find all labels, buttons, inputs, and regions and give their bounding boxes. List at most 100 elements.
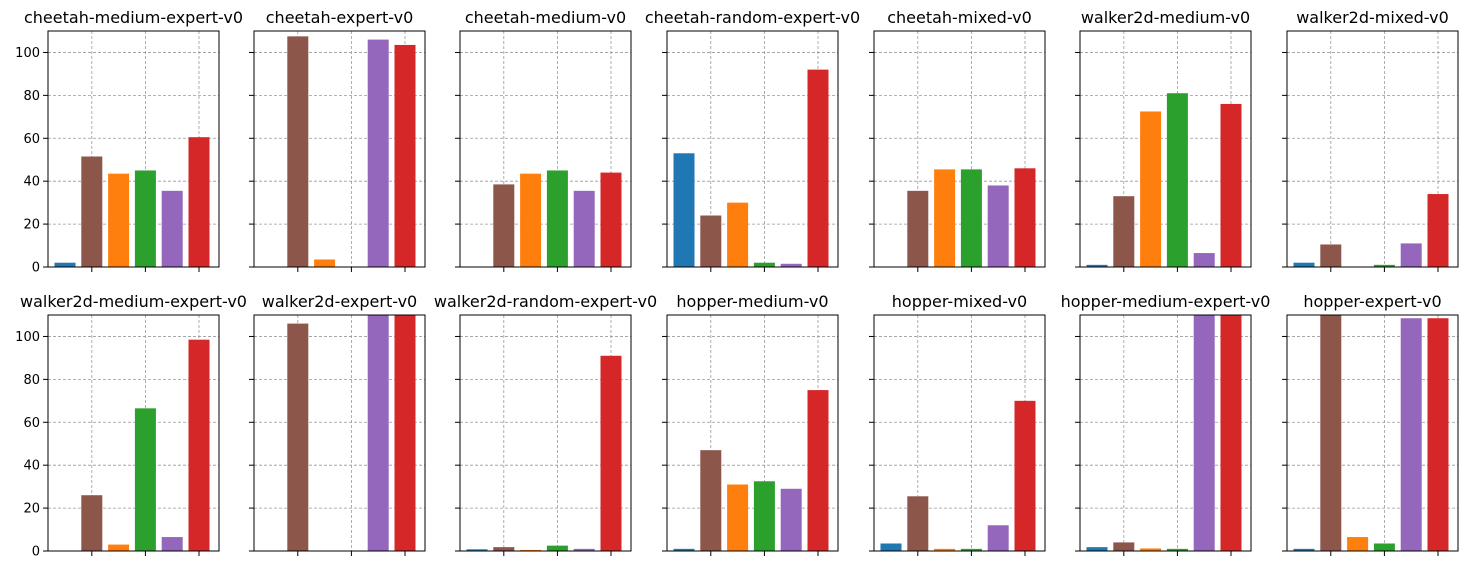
y-tick-label: 100 — [15, 330, 40, 345]
chart-panel: walker2d-mixed-v0 — [1282, 8, 1459, 272]
bar — [907, 190, 929, 267]
bar — [161, 190, 183, 267]
bar — [987, 185, 1009, 267]
bar — [1193, 315, 1215, 551]
bar — [54, 262, 76, 267]
axes-frame — [253, 30, 426, 268]
bar — [1014, 400, 1036, 551]
axes-frame — [1079, 30, 1252, 268]
bar — [134, 408, 156, 551]
bar — [1166, 548, 1188, 551]
chart-title: walker2d-expert-v0 — [262, 292, 417, 311]
bar — [780, 263, 802, 267]
bar — [287, 323, 309, 551]
bar — [700, 215, 722, 267]
axes-frame — [1079, 314, 1252, 552]
bar — [987, 525, 1009, 551]
bar — [600, 355, 622, 551]
axes-frame — [253, 314, 426, 552]
axes-frame — [1286, 30, 1459, 268]
chart-panel: hopper-medium-v0 — [662, 292, 839, 556]
chart-panel: cheetah-medium-v0 — [455, 8, 632, 272]
chart-panel: hopper-medium-expert-v0 — [1061, 292, 1271, 556]
bar — [1220, 103, 1242, 267]
bar — [960, 548, 982, 551]
bar — [546, 170, 568, 267]
bar — [1320, 244, 1342, 267]
bar — [367, 39, 389, 267]
bar — [188, 137, 210, 267]
bar — [466, 549, 488, 551]
bar — [394, 315, 416, 551]
chart-title: walker2d-random-expert-v0 — [434, 292, 657, 311]
chart-title: walker2d-mixed-v0 — [1296, 8, 1449, 27]
chart-title: walker2d-medium-expert-v0 — [20, 292, 247, 311]
bar — [188, 339, 210, 551]
axes-frame — [459, 314, 632, 552]
y-tick-label: 60 — [23, 132, 40, 147]
chart-title: hopper-expert-v0 — [1303, 292, 1441, 311]
y-tick-label: 80 — [23, 373, 40, 388]
bar — [367, 315, 389, 551]
chart-title: cheetah-mixed-v0 — [887, 8, 1032, 27]
axes-frame — [47, 30, 220, 268]
bar — [1140, 548, 1162, 551]
bar — [673, 548, 695, 551]
chart-title: cheetah-expert-v0 — [266, 8, 414, 27]
bar — [1293, 262, 1315, 267]
bar — [1373, 264, 1395, 267]
y-tick-label: 20 — [23, 502, 40, 517]
bar — [780, 488, 802, 551]
y-tick-label: 40 — [23, 459, 40, 474]
bar — [727, 484, 749, 551]
bar — [1427, 318, 1449, 551]
y-tick-label: 100 — [15, 46, 40, 61]
bar — [600, 172, 622, 267]
bar — [573, 548, 595, 551]
y-tick-label: 80 — [23, 89, 40, 104]
bar — [673, 153, 695, 267]
chart-title: hopper-medium-expert-v0 — [1061, 292, 1271, 311]
chart-panel: walker2d-medium-v0 — [1075, 8, 1252, 272]
y-tick-label: 0 — [32, 261, 40, 276]
axes-frame — [666, 314, 839, 552]
bar — [1193, 253, 1215, 267]
chart-panel: hopper-mixed-v0 — [869, 292, 1046, 556]
bar — [1166, 93, 1188, 267]
bar — [493, 547, 515, 551]
bar — [753, 481, 775, 551]
y-tick-label: 0 — [32, 545, 40, 560]
chart-title: hopper-mixed-v0 — [892, 292, 1027, 311]
y-tick-label: 40 — [23, 175, 40, 190]
bar — [161, 537, 183, 551]
bar — [573, 190, 595, 267]
chart-panel: 0 20 40 60 80 100 walker2d-medium-expert-v0 — [15, 292, 247, 560]
chart-panel: walker2d-expert-v0 — [249, 292, 426, 556]
bar — [394, 44, 416, 268]
chart-panel: walker2d-random-expert-v0 — [434, 292, 657, 556]
bar — [520, 549, 542, 551]
bar — [520, 173, 542, 267]
bar — [1113, 196, 1135, 267]
bar — [1086, 264, 1108, 267]
axes-frame — [873, 314, 1046, 552]
bar — [1113, 542, 1135, 551]
chart-panel: cheetah-random-expert-v0 — [645, 8, 860, 272]
bar — [108, 173, 130, 267]
chart-title: walker2d-medium-v0 — [1081, 8, 1250, 27]
chart-panel: cheetah-expert-v0 — [249, 8, 426, 272]
bar — [960, 169, 982, 267]
bar — [1400, 243, 1422, 267]
chart-title: cheetah-medium-v0 — [465, 8, 626, 27]
bar — [1400, 318, 1422, 551]
bar — [934, 548, 956, 551]
bar — [934, 169, 956, 267]
bar — [907, 496, 929, 551]
chart-panel: hopper-expert-v0 — [1282, 292, 1459, 556]
axes-frame — [666, 30, 839, 268]
bar — [807, 69, 829, 267]
bar — [134, 170, 156, 267]
chart-title: cheetah-random-expert-v0 — [645, 8, 860, 27]
bar — [700, 450, 722, 551]
